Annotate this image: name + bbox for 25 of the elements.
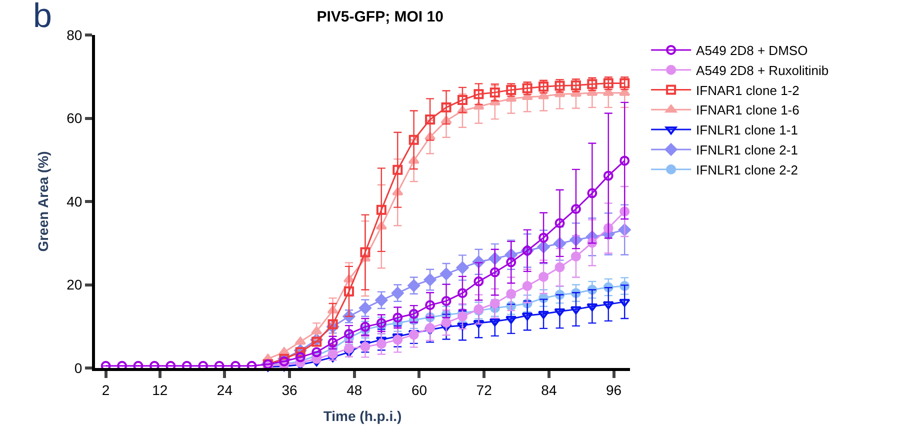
- x-tick-label: 84: [541, 382, 557, 398]
- legend-label: IFNLR1 clone 2-2: [696, 162, 798, 178]
- chart-title: PIV5-GFP; MOI 10: [316, 8, 444, 26]
- x-tick-label: 12: [152, 382, 168, 398]
- x-tick-label: 36: [282, 382, 298, 398]
- legend-label: IFNLR1 clone 2-1: [696, 142, 798, 158]
- legend-label: A549 2D8 + Ruxolitinib: [696, 62, 829, 78]
- legend-label: A549 2D8 + DMSO: [696, 43, 808, 58]
- y-tick-label: 60: [66, 110, 82, 126]
- x-tick-label: 48: [346, 382, 362, 398]
- x-axis-title: Time (h.p.i.): [323, 408, 402, 424]
- x-tick-label: 2: [102, 382, 110, 398]
- legend-label: IFNAR1 clone 1-2: [696, 82, 800, 98]
- x-tick-label: 96: [606, 382, 622, 398]
- legend-label: IFNLR1 clone 1-1: [696, 122, 798, 138]
- text: b: [33, 0, 52, 35]
- y-tick-label: 40: [66, 193, 82, 210]
- legend-label: IFNAR1 clone 1-6: [696, 102, 800, 118]
- y-tick-label: 80: [66, 26, 82, 43]
- x-tick-label: 60: [411, 382, 428, 398]
- x-tick-label: 24: [216, 382, 233, 398]
- x-tick-label: 72: [476, 382, 492, 398]
- y-axis-title: Green Area (%): [35, 151, 52, 252]
- y-tick-label: 0: [74, 360, 82, 376]
- y-tick-label: 20: [66, 276, 82, 293]
